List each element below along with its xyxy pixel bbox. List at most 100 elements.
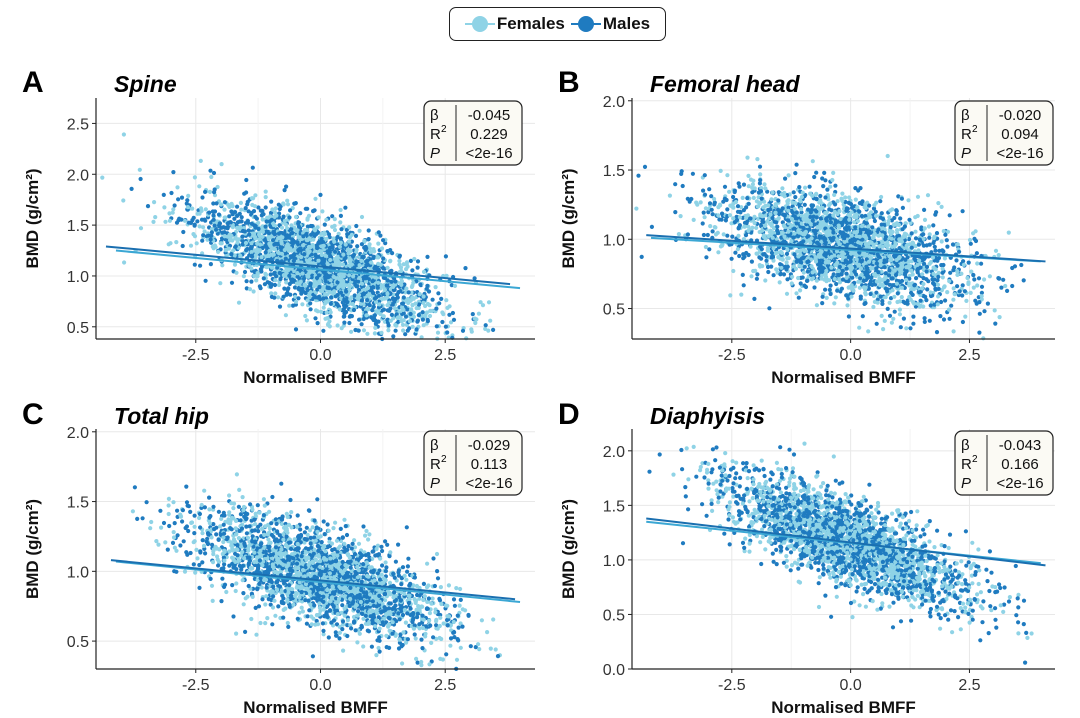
point-male xyxy=(410,268,415,273)
point-female xyxy=(312,228,318,233)
point-male xyxy=(749,259,755,264)
point-male xyxy=(351,254,356,259)
point-male xyxy=(759,256,764,261)
point-male xyxy=(880,299,885,304)
point-female xyxy=(249,196,254,201)
point-female xyxy=(798,230,803,235)
point-female xyxy=(250,202,255,208)
point-male xyxy=(363,276,368,281)
point-female xyxy=(968,290,973,295)
point-male xyxy=(293,327,299,332)
point-female xyxy=(255,241,260,246)
point-male xyxy=(979,261,984,266)
point-female xyxy=(745,213,751,218)
point-male xyxy=(385,308,390,313)
point-female xyxy=(388,318,393,323)
point-male xyxy=(403,314,409,319)
point-male xyxy=(381,266,386,271)
point-female xyxy=(940,275,945,280)
point-male xyxy=(145,204,151,209)
point-female xyxy=(226,246,231,251)
point-male xyxy=(274,274,279,279)
point-male xyxy=(872,218,878,224)
point-female xyxy=(285,202,291,207)
point-male xyxy=(794,162,799,167)
point-female xyxy=(218,281,223,286)
point-male xyxy=(1010,265,1015,271)
point-male xyxy=(402,282,407,287)
point-female xyxy=(913,229,918,234)
point-male xyxy=(281,231,286,236)
point-female xyxy=(774,250,779,255)
point-male xyxy=(212,187,217,192)
point-male xyxy=(377,293,382,298)
point-male xyxy=(256,226,261,231)
point-female xyxy=(886,218,891,224)
point-male xyxy=(257,284,262,289)
point-female xyxy=(377,302,382,307)
point-female xyxy=(404,267,409,272)
point-female xyxy=(285,242,290,247)
point-female xyxy=(919,286,925,291)
point-male xyxy=(342,320,347,325)
point-male xyxy=(879,222,884,227)
point-female xyxy=(186,193,191,198)
point-male xyxy=(245,199,250,204)
point-female xyxy=(400,322,406,327)
point-male xyxy=(227,214,232,219)
point-male xyxy=(161,192,166,197)
point-male xyxy=(246,228,251,233)
point-male xyxy=(791,190,796,195)
point-male xyxy=(930,277,935,282)
point-male xyxy=(253,214,258,219)
point-male xyxy=(636,173,641,178)
point-female xyxy=(247,263,252,268)
point-female xyxy=(152,200,157,205)
point-female xyxy=(803,229,809,234)
point-female xyxy=(768,212,773,217)
point-female xyxy=(378,262,383,267)
point-male xyxy=(368,257,373,262)
point-female xyxy=(256,220,261,225)
point-female xyxy=(895,299,900,305)
point-male xyxy=(376,319,381,324)
point-female xyxy=(971,231,976,236)
point-female xyxy=(444,298,449,303)
point-female xyxy=(266,235,271,240)
point-male xyxy=(180,243,185,249)
point-male xyxy=(976,276,982,281)
point-female xyxy=(721,232,726,237)
point-male xyxy=(918,298,923,303)
point-female xyxy=(212,243,217,248)
point-female xyxy=(188,243,194,248)
point-female xyxy=(305,298,310,303)
point-female xyxy=(153,215,158,220)
point-female xyxy=(887,215,892,220)
point-male xyxy=(271,229,276,234)
point-female xyxy=(376,280,381,285)
point-male xyxy=(263,250,268,255)
point-female xyxy=(357,228,362,233)
point-male xyxy=(813,231,818,236)
point-male xyxy=(281,294,286,299)
point-male xyxy=(315,246,320,251)
point-male xyxy=(338,236,343,241)
point-male xyxy=(944,238,949,243)
point-male xyxy=(864,264,869,269)
point-female xyxy=(703,206,709,211)
point-male xyxy=(222,230,227,235)
point-female xyxy=(676,232,682,237)
point-male xyxy=(383,241,388,246)
point-male xyxy=(326,232,332,237)
point-female xyxy=(347,273,352,278)
point-female xyxy=(802,248,807,253)
point-male xyxy=(744,205,749,210)
y-axis-title: BMD (g/cm²) xyxy=(23,168,42,268)
point-female xyxy=(281,273,286,278)
legend-item-females: Females xyxy=(464,14,565,34)
point-male xyxy=(771,273,776,278)
point-male xyxy=(451,317,457,322)
point-female xyxy=(321,243,326,248)
point-male xyxy=(741,256,746,261)
point-female xyxy=(257,237,262,242)
